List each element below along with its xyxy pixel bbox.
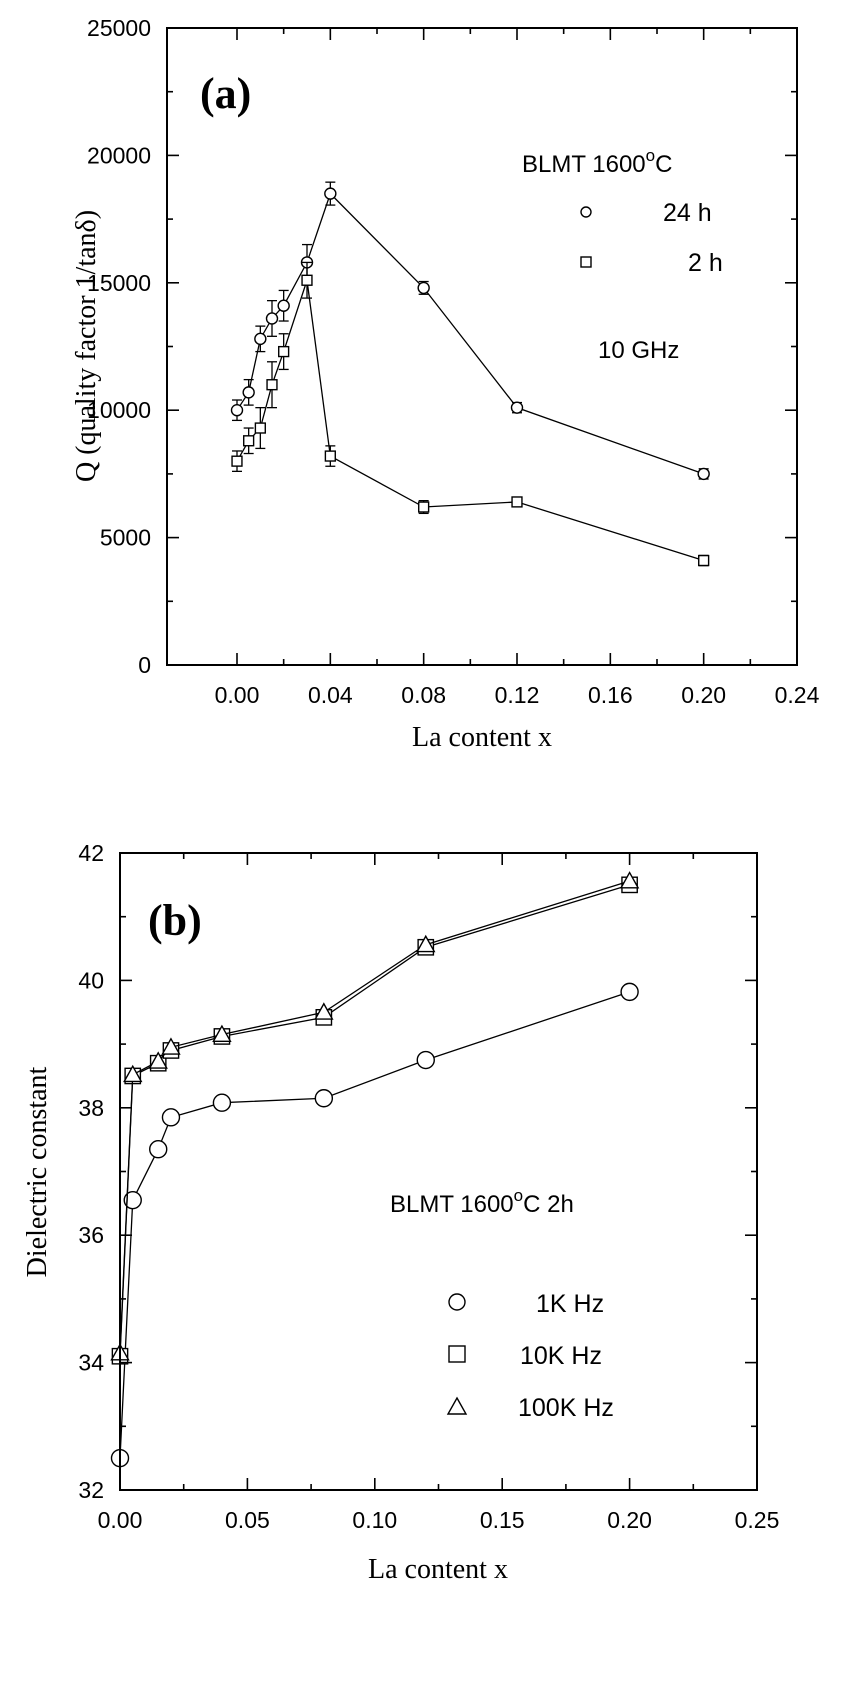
- panel-a-y-tick-label: 20000: [87, 142, 151, 168]
- panel-a-point-24h: [510, 401, 524, 414]
- panel-a-point-24h: [277, 299, 290, 312]
- panel-a-y-tick-label: 10000: [87, 397, 151, 423]
- panel-b-series-line-100khz: [119, 880, 630, 1354]
- panel-b-point-1khz: [149, 1140, 168, 1159]
- panel-b-x-axis-title: La content x: [368, 1554, 508, 1585]
- panel-b-point-100khz: [416, 934, 436, 953]
- panel-b-series-line-1khz: [119, 991, 630, 1459]
- panel-a-point-24h: [230, 404, 244, 417]
- panel-b-x-tick-label: 0.25: [735, 1507, 780, 1533]
- panel-a-point-2h: [698, 554, 710, 567]
- panel-b-point-100khz: [619, 871, 640, 889]
- panel-b-ticks: 0.00 0.05 0.10 0.15 0.20 0.25 32 34 36 38 40 42: [78, 840, 779, 1533]
- panel-b-point-1khz: [620, 982, 639, 1002]
- panel-a-series-line-24h: [236, 192, 704, 475]
- legend-24h-label: 24 h: [663, 199, 712, 227]
- panel-a-y-tick-label: 5000: [100, 525, 151, 551]
- panel-b-y-tick-label: 34: [78, 1350, 104, 1376]
- panel-b-point-100khz: [123, 1064, 143, 1083]
- panel-b-y-axis-title: Dielectric constant: [22, 1066, 53, 1277]
- panel-a-ticks: 0.00 0.04 0.08 0.12 0.16 0.20 0.24 0 5000 10000 15…: [87, 15, 820, 708]
- legend-1khz-marker: [448, 1293, 466, 1311]
- panel-a-point-24h: [242, 386, 255, 399]
- panel-a-x-tick-label: 0.24: [775, 682, 820, 708]
- panel-a-point-2h: [243, 435, 255, 447]
- panel-b-point-100khz: [148, 1051, 168, 1069]
- panel-b-condition: BLMT 1600oC 2h: [390, 1186, 574, 1218]
- panel-a-point-24h: [265, 312, 279, 325]
- panel-b-x-tick-label: 0.00: [98, 1507, 143, 1533]
- panel-b-point-100khz: [314, 1002, 334, 1020]
- panel-b-y-tick-label: 40: [78, 967, 104, 993]
- legend-10khz-label: 10K Hz: [520, 1342, 602, 1370]
- panel-a-legend: 24 h 2 h: [580, 199, 723, 277]
- panel-a-condition-unit: C: [655, 151, 672, 178]
- panel-a-marks: [230, 181, 710, 567]
- panel-b-condition-sup: o: [514, 1186, 523, 1205]
- panel-a-y-tick-label: 15000: [87, 270, 151, 296]
- panel-a-point-2h: [301, 274, 313, 286]
- panel-b-point-1khz: [314, 1089, 334, 1108]
- panel-a-point-2h: [418, 501, 430, 513]
- panel-b-x-tick-label: 0.15: [480, 1507, 525, 1533]
- legend-2h-label: 2 h: [688, 249, 723, 277]
- panel-b-y-tick-label: 32: [78, 1477, 104, 1503]
- panel-b-point-1khz: [416, 1050, 435, 1070]
- panel-b: 0.00 0.05 0.10 0.15 0.20 0.25 32 34 36 38 40 42 (b)…: [22, 840, 779, 1585]
- panel-a-point-2h: [511, 496, 523, 508]
- panel-b-legend: 1K Hz 10K Hz 100K Hz: [446, 1290, 614, 1422]
- legend-24h-marker: [580, 206, 592, 218]
- panel-b-x-tick-label: 0.05: [225, 1507, 270, 1533]
- panel-a-plot-frame: [166, 27, 798, 666]
- legend-2h-marker: [580, 256, 592, 268]
- panel-b-plot-frame: [119, 852, 758, 1491]
- panel-b-point-100khz: [212, 1024, 232, 1043]
- panel-b-label: (b): [148, 896, 202, 945]
- panel-a: 0.00 0.04 0.08 0.12 0.16 0.20 0.24 0 5000 10000 15…: [71, 15, 820, 753]
- legend-10khz-marker: [448, 1345, 466, 1363]
- panel-b-y-tick-label: 38: [78, 1095, 104, 1121]
- panel-b-condition-main: BLMT 1600: [390, 1191, 514, 1218]
- panel-b-series-line-10khz: [119, 884, 630, 1357]
- panel-a-condition: BLMT 1600oC: [522, 146, 672, 178]
- panel-a-y-tick-label: 0: [138, 652, 151, 678]
- panel-a-x-tick-label: 0.08: [401, 682, 446, 708]
- panel-b-y-tick-label: 42: [78, 840, 104, 866]
- panel-a-x-tick-label: 0.20: [681, 682, 726, 708]
- panel-a-point-24h: [254, 332, 267, 346]
- panel-a-frequency: 10 GHz: [598, 337, 679, 364]
- panel-b-x-tick-label: 0.20: [607, 1507, 652, 1533]
- panel-a-x-axis-title: La content x: [412, 722, 552, 753]
- panel-a-y-tick-label: 25000: [87, 15, 151, 41]
- legend-100khz-marker: [446, 1396, 468, 1415]
- panel-a-point-24h: [697, 467, 710, 481]
- legend-1khz-label: 1K Hz: [536, 1290, 604, 1318]
- panel-a-point-24h: [324, 187, 337, 200]
- panel-b-condition-unit: C 2h: [523, 1191, 574, 1218]
- panel-b-point-1khz: [123, 1190, 142, 1210]
- panel-b-point-1khz: [212, 1093, 232, 1112]
- panel-b-y-tick-label: 36: [78, 1222, 104, 1248]
- panel-a-point-2h: [278, 345, 290, 358]
- panel-a-x-tick-label: 0.12: [495, 682, 540, 708]
- panel-a-x-tick-label: 0.04: [308, 682, 353, 708]
- panel-a-condition-sup: o: [646, 146, 655, 165]
- panel-a-x-tick-label: 0.00: [215, 682, 260, 708]
- panel-a-point-2h: [324, 450, 336, 462]
- panel-a-condition-main: BLMT 1600: [522, 151, 646, 178]
- panel-a-point-2h: [266, 379, 278, 391]
- panel-a-series-line-2h: [236, 280, 704, 562]
- panel-a-label: (a): [200, 69, 251, 118]
- panel-b-point-100khz: [161, 1037, 181, 1055]
- panel-b-x-tick-label: 0.10: [352, 1507, 397, 1533]
- panel-a-point-2h: [231, 455, 243, 467]
- panel-a-x-tick-label: 0.16: [588, 682, 633, 708]
- panel-a-point-24h: [417, 281, 430, 295]
- panel-a-point-2h: [254, 422, 266, 434]
- panel-b-point-1khz: [161, 1108, 181, 1127]
- panel-a-y-axis-title: Q (quality factor 1/tanδ): [71, 210, 102, 482]
- panel-b-marks: [110, 871, 640, 1468]
- legend-100khz-label: 100K Hz: [518, 1394, 614, 1422]
